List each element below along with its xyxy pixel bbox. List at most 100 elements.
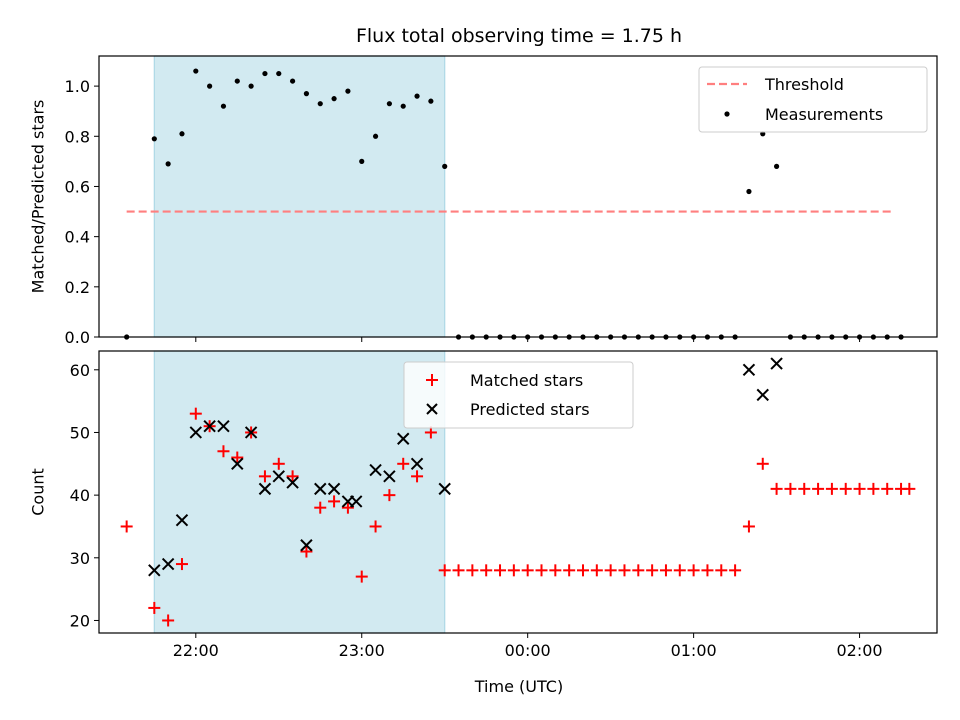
measurement-point bbox=[234, 78, 240, 84]
predicted-star-point bbox=[272, 470, 285, 483]
matched-stars-points bbox=[120, 407, 916, 627]
matched-star-point bbox=[715, 564, 728, 577]
top-axes-frame bbox=[98, 55, 938, 338]
predicted-stars-points bbox=[148, 357, 783, 577]
matched-star-point bbox=[397, 457, 410, 470]
predicted-star-point bbox=[148, 564, 161, 577]
measurement-point bbox=[303, 91, 310, 97]
measurement-point bbox=[442, 163, 448, 169]
measurement-point bbox=[746, 188, 752, 195]
measurement-point bbox=[262, 70, 268, 77]
matched-star-point bbox=[770, 482, 783, 495]
measurement-point bbox=[400, 103, 406, 109]
measurement-point bbox=[179, 131, 185, 137]
bottom-y-tick-label: 60 bbox=[70, 361, 90, 380]
bottom-panel: 22:00 23:00 00:00 01:00 02:00 20 30 40 50 60 Coun… bbox=[29, 350, 938, 696]
measurement-point bbox=[207, 83, 213, 89]
matched-star-point bbox=[784, 482, 797, 495]
measurement-point bbox=[773, 163, 780, 169]
top-y-tick-label: 0.8 bbox=[65, 127, 90, 146]
matched-star-point bbox=[314, 501, 327, 514]
matched-star-point bbox=[618, 564, 631, 577]
top-y-tick-label: 0.2 bbox=[65, 278, 90, 297]
matched-star-point bbox=[494, 564, 507, 577]
matched-star-point bbox=[258, 470, 271, 483]
bottom-y-tick-label: 50 bbox=[70, 423, 90, 442]
measurement-point bbox=[428, 98, 434, 104]
matched-star-point bbox=[452, 564, 465, 577]
top-shaded-interval bbox=[153, 55, 446, 338]
bottom-observing-band bbox=[153, 350, 446, 634]
predicted-star-point bbox=[327, 482, 341, 496]
x-tick-label: 02:00 bbox=[837, 641, 883, 660]
bottom-axes-frame bbox=[98, 350, 938, 634]
matched-star-point bbox=[286, 470, 299, 483]
matched-star-point bbox=[341, 501, 354, 514]
matched-star-point bbox=[272, 457, 285, 470]
x-tick-label: 01:00 bbox=[671, 641, 717, 660]
legend-threshold-label: Threshold bbox=[764, 75, 844, 94]
matched-star-point bbox=[369, 520, 382, 533]
top-y-tick-label: 0.0 bbox=[65, 328, 90, 347]
bottom-legend-box bbox=[403, 361, 634, 429]
predicted-star-point bbox=[756, 388, 769, 402]
matched-star-point bbox=[231, 451, 244, 464]
bottom-legend: Matched stars Predicted stars bbox=[403, 361, 634, 429]
predicted-star-point bbox=[175, 513, 189, 527]
matched-star-point bbox=[825, 482, 838, 495]
predicted-star-point bbox=[438, 482, 451, 496]
chart-title: Flux total observing time = 1.75 h bbox=[356, 25, 682, 47]
matched-star-point bbox=[812, 482, 825, 495]
predicted-star-point bbox=[231, 457, 244, 471]
matched-star-point bbox=[646, 564, 659, 577]
top-y-axis-label: Matched/Predicted stars bbox=[29, 100, 48, 294]
matched-star-point bbox=[742, 520, 755, 533]
measurement-point bbox=[193, 68, 199, 74]
predicted-star-point bbox=[189, 426, 203, 439]
bottom-shaded-interval bbox=[153, 350, 446, 634]
predicted-star-point bbox=[203, 419, 216, 433]
top-legend-box bbox=[698, 66, 928, 133]
matched-star-point bbox=[549, 564, 562, 577]
x-tick-label: 23:00 bbox=[339, 641, 385, 660]
measurement-point bbox=[289, 78, 296, 84]
x-tick-label: 22:00 bbox=[173, 641, 219, 660]
matched-star-point bbox=[189, 407, 202, 420]
measurement-point bbox=[220, 103, 227, 109]
bottom-y-axis-label: Count bbox=[29, 468, 48, 516]
predicted-star-point bbox=[161, 557, 175, 571]
predicted-star-point bbox=[286, 476, 299, 489]
top-y-tick-label: 0.4 bbox=[65, 228, 90, 247]
legend-measurements-swatch bbox=[724, 111, 730, 117]
predicted-star-point bbox=[300, 539, 313, 552]
top-panel: 0.0 0.2 0.4 0.6 0.8 1.0 Matched/Predicted sta… bbox=[29, 55, 938, 347]
measurement-point bbox=[317, 101, 323, 107]
predicted-star-point bbox=[217, 419, 230, 433]
predicted-star-point bbox=[244, 426, 258, 439]
predicted-star-point bbox=[397, 432, 410, 445]
matched-star-point bbox=[120, 520, 133, 533]
bottom-y-tick-label: 20 bbox=[70, 611, 90, 630]
matched-star-point bbox=[466, 564, 479, 577]
matched-star-point bbox=[175, 558, 188, 571]
matched-star-point bbox=[411, 470, 424, 483]
matched-star-point bbox=[383, 489, 396, 502]
matched-star-point bbox=[162, 614, 175, 627]
top-axes: 0.0 0.2 0.4 0.6 0.8 1.0 bbox=[65, 77, 861, 347]
matched-star-point bbox=[867, 482, 880, 495]
predicted-star-point bbox=[770, 357, 783, 370]
predicted-star-point bbox=[258, 482, 272, 496]
matched-star-point bbox=[148, 601, 161, 614]
matched-star-point bbox=[576, 564, 589, 577]
matched-star-point bbox=[438, 564, 451, 577]
matched-star-point bbox=[217, 445, 230, 458]
matched-star-point bbox=[300, 545, 313, 558]
top-legend: Threshold Measurements bbox=[698, 66, 928, 133]
measurement-point bbox=[276, 70, 282, 77]
measurement-point bbox=[359, 158, 365, 164]
matched-star-point bbox=[729, 564, 742, 577]
predicted-star-point bbox=[369, 463, 382, 477]
measurement-point bbox=[372, 133, 379, 139]
top-observing-band bbox=[153, 55, 446, 338]
matched-star-point bbox=[701, 564, 714, 577]
